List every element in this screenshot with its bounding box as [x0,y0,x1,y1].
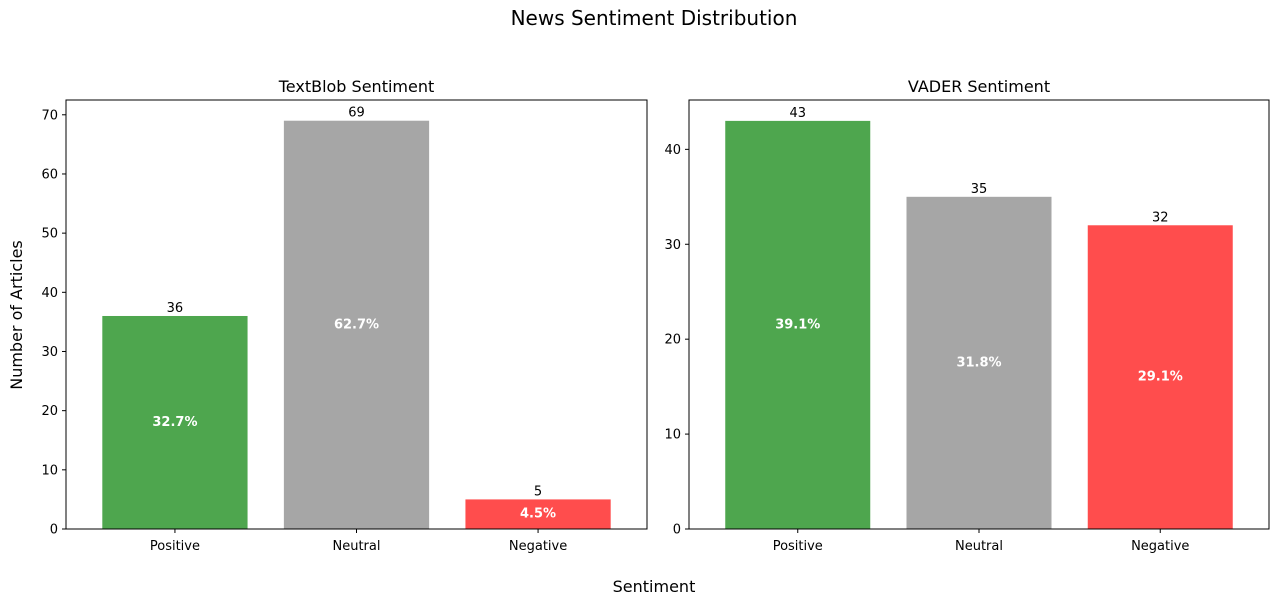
figure-title: News Sentiment Distribution [511,6,798,30]
textblob-percent-label-neutral: 62.7% [334,317,379,332]
textblob-y-tick-label: 70 [41,108,58,123]
vader-percent-label-negative: 29.1% [1138,370,1183,385]
textblob-y-tick-label: 40 [41,286,58,301]
textblob-bar-positive [102,315,248,529]
textblob-value-label-positive: 36 [167,301,184,316]
vader-x-tick-label-positive: Positive [773,539,823,554]
textblob-value-label-negative: 5 [534,484,542,499]
vader-bar-positive [725,120,871,529]
textblob-chart-panel: 36 32.7% Positive 69 62.7% Neutral 5 4.5% Negati… [41,77,648,554]
textblob-percent-label-positive: 32.7% [152,415,197,430]
textblob-axes-frame [65,99,648,530]
vader-percent-label-positive: 39.1% [775,317,820,332]
textblob-bar-negative [465,499,611,529]
vader-y-tick-label: 10 [664,428,681,443]
textblob-value-label-neutral: 69 [348,106,365,121]
textblob-y-tick-label: 20 [41,404,58,419]
textblob-x-tick-label-negative: Negative [509,539,567,554]
textblob-y-tick-label: 50 [41,227,58,242]
figure-y-axis-label: Number of Articles [7,240,26,390]
vader-value-label-negative: 32 [1152,210,1169,225]
vader-y-tick-label: 40 [664,143,681,158]
vader-y-tick-label: 20 [664,333,681,348]
vader-y-tick-label: 30 [664,238,681,253]
vader-x-tick-label-negative: Negative [1131,539,1189,554]
vader-axes-frame [688,99,1270,530]
textblob-y-tick-label: 10 [41,463,58,478]
textblob-x-tick-label-neutral: Neutral [333,539,381,554]
vader-bar-neutral [906,196,1052,529]
vader-y-tick-label: 0 [673,523,681,538]
vader-chart-panel: 43 39.1% Positive 35 31.8% Neutral 32 29.1% Nega… [664,77,1270,554]
vader-value-label-neutral: 35 [971,182,988,197]
textblob-bar-neutral [283,120,430,530]
vader-value-label-positive: 43 [789,106,806,121]
vader-chart-title: VADER Sentiment [908,77,1050,96]
textblob-y-tick-label: 30 [41,345,58,360]
textblob-percent-label-negative: 4.5% [520,507,556,522]
textblob-y-tick-label: 60 [41,167,58,182]
vader-bar-negative [1087,225,1233,529]
vader-x-tick-label-neutral: Neutral [955,539,1003,554]
figure-x-axis-label: Sentiment [613,577,696,596]
textblob-x-tick-label-positive: Positive [150,539,200,554]
vader-percent-label-neutral: 31.8% [956,355,1001,370]
textblob-chart-title: TextBlob Sentiment [278,77,435,96]
textblob-y-tick-label: 0 [50,523,58,538]
